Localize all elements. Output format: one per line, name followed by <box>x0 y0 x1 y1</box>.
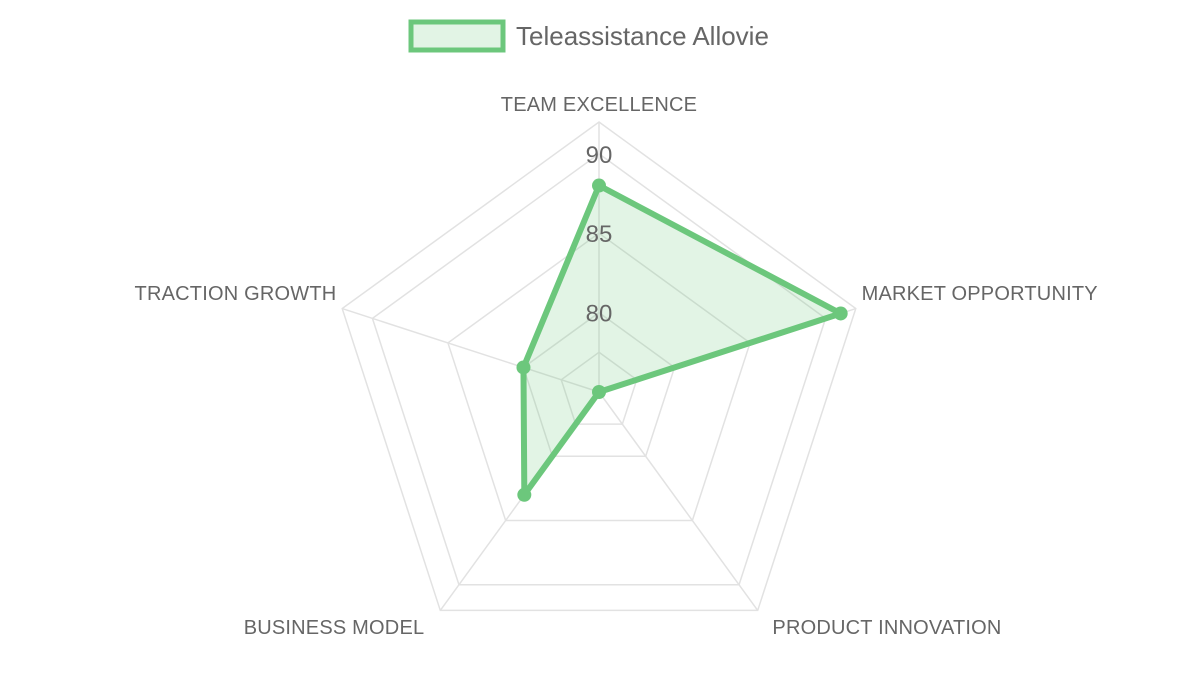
grid-ring-0 <box>560 351 638 425</box>
grid-ring-2 <box>447 232 751 522</box>
legend-swatch[interactable] <box>408 19 506 53</box>
radar-series <box>516 178 848 502</box>
category-labels: TEAM EXCELLENCE MARKET OPPORTUNITY PRODUCT… <box>135 94 1098 639</box>
legend-label[interactable]: Teleassistance Allovie <box>516 21 769 51</box>
tick-label: 85 <box>586 221 613 248</box>
data-point-0 <box>592 178 606 193</box>
category-label: TEAM EXCELLENCE <box>501 94 697 116</box>
radar-grid <box>341 121 857 612</box>
data-point-4 <box>516 360 531 375</box>
radial-tick-labels: 80 85 90 <box>586 142 613 328</box>
series-area <box>520 182 844 498</box>
grid-ring-1 <box>522 311 676 457</box>
category-label: PRODUCT INNOVATION <box>772 617 1001 639</box>
category-label: BUSINESS MODEL <box>244 617 425 639</box>
data-point-1 <box>833 306 848 321</box>
tick-label: 90 <box>586 142 613 169</box>
grid-spoke-4 <box>341 307 600 393</box>
category-label: MARKET OPPORTUNITY <box>862 283 1098 305</box>
legend[interactable]: Teleassistance Allovie <box>408 19 769 53</box>
category-label: TRACTION GROWTH <box>135 283 337 305</box>
tick-label: 80 <box>586 301 613 328</box>
grid-spoke-2 <box>598 391 759 611</box>
grid-ring-3 <box>371 152 827 586</box>
grid-ring-4 <box>341 121 857 612</box>
data-point-2 <box>592 385 606 399</box>
data-point-3 <box>517 487 532 502</box>
